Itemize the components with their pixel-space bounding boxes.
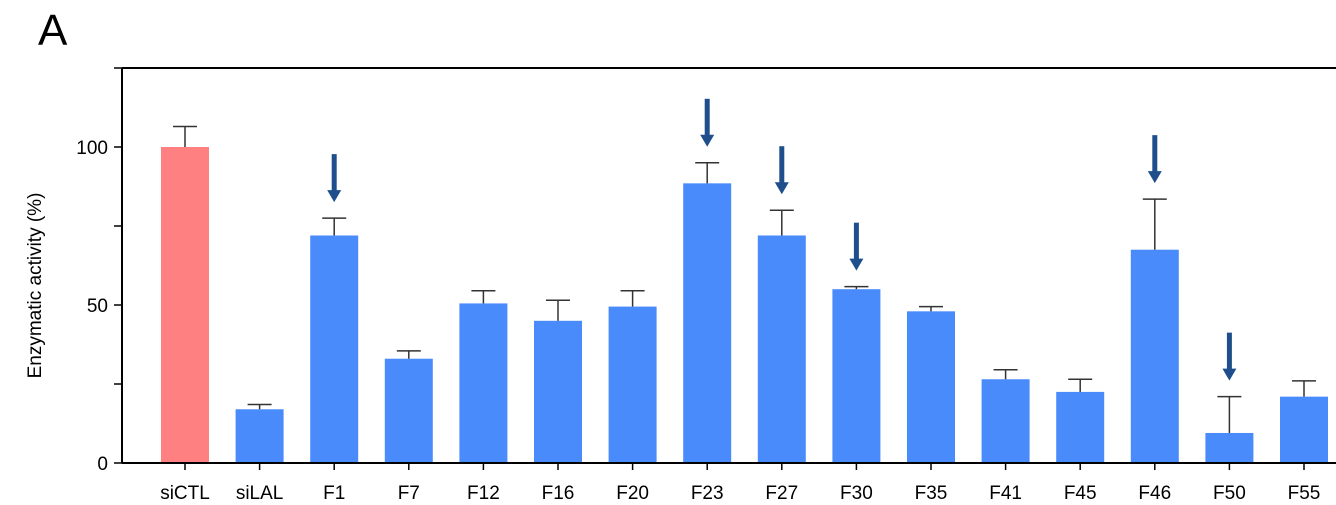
x-tick-label-F30: F30 (840, 483, 873, 504)
y-tick-label-50: 50 (87, 296, 108, 317)
x-tick-label-F45: F45 (1064, 483, 1097, 504)
x-tick-label-F16: F16 (542, 483, 575, 504)
arrow-F27 (774, 146, 789, 195)
x-tick-label-F12: F12 (467, 483, 500, 504)
bar-F27 (757, 235, 806, 463)
arrows-layer (327, 98, 1237, 381)
y-tick-label-100: 100 (76, 138, 108, 159)
x-tick-label-F7: F7 (398, 483, 420, 504)
axes-layer (114, 67, 1336, 470)
x-tick-label-F55: F55 (1288, 483, 1321, 504)
x-tick-label-F1: F1 (323, 483, 345, 504)
x-tick-label-F27: F27 (765, 483, 798, 504)
bar-F23 (683, 183, 732, 463)
arrow-F50 (1222, 332, 1237, 381)
bar-F41 (981, 379, 1030, 463)
x-tick-label-F20: F20 (616, 483, 649, 504)
panel-label: A (38, 6, 68, 55)
bar-siLAL (235, 409, 284, 463)
arrow-F23 (700, 98, 715, 147)
x-tick-label-F23: F23 (691, 483, 724, 504)
bar-F35 (907, 311, 955, 463)
x-tick-label-F50: F50 (1213, 483, 1246, 504)
arrow-F30 (849, 222, 864, 271)
bar-F20 (608, 306, 657, 463)
bar-F1 (310, 235, 359, 463)
x-tick-label-siCTL: siCTL (160, 483, 210, 504)
bar-F30 (832, 289, 881, 463)
x-tick-label-F35: F35 (915, 483, 948, 504)
y-axis-label: Enzymatic activity (%) (25, 193, 46, 379)
bars-layer (161, 147, 1328, 463)
bar-F12 (459, 303, 508, 463)
bar-F16 (534, 320, 582, 463)
x-tick-label-F41: F41 (989, 483, 1022, 504)
x-tick-label-F46: F46 (1138, 483, 1171, 504)
labels-layer: siCTL siLAL F1 F7 F12 F16 F20 F23 F27 F30 F35 F41 F4… (25, 138, 1320, 504)
error-bars-layer (173, 125, 1316, 433)
bar-F45 (1056, 391, 1105, 463)
arrow-F46 (1147, 135, 1162, 184)
bar-F50 (1205, 432, 1254, 463)
bar-F7 (384, 358, 433, 463)
y-tick-label-0: 0 (97, 454, 108, 475)
bar-F46 (1130, 249, 1179, 463)
bar-siCTL (161, 147, 209, 463)
arrow-F1 (327, 154, 342, 203)
x-tick-label-siLAL: siLAL (236, 483, 284, 504)
bar-F55 (1280, 396, 1328, 463)
